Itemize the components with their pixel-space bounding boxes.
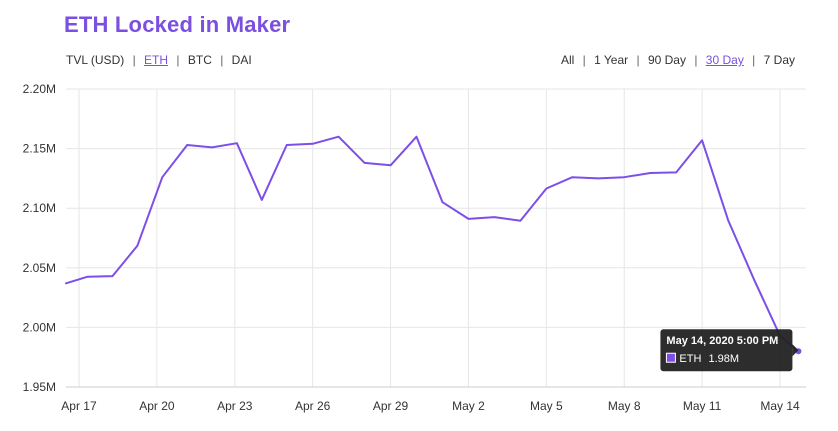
x-tick-label: May 5 (530, 399, 563, 413)
currency-option-dai[interactable]: DAI (231, 53, 252, 67)
time-range-selector: All | 1 Year | 90 Day | 30 Day | 7 Day (561, 53, 795, 67)
y-tick-label: 1.95M (23, 380, 56, 394)
chart-grid (66, 88, 806, 388)
y-tick-label: 2.10M (23, 201, 56, 215)
currency-selector: TVL (USD) | ETH | BTC | DAI (66, 53, 252, 67)
tooltip-legend-swatch (665, 352, 676, 363)
x-tick-label: Apr 29 (373, 399, 409, 413)
range-option-7-day[interactable]: 7 Day (763, 53, 795, 67)
range-option-all[interactable]: All (560, 53, 575, 67)
range-option-1-year[interactable]: 1 Year (594, 53, 629, 67)
x-tick-label: Apr 20 (139, 399, 175, 413)
divider: | (752, 53, 756, 67)
divider: | (582, 53, 586, 67)
divider: | (220, 53, 224, 67)
tooltip-background (660, 329, 793, 372)
tooltip-date: May 14, 2020 5:00 PM (666, 335, 778, 347)
x-tick-label: May 2 (452, 399, 485, 413)
y-tick-label: 2.05M (23, 261, 56, 275)
series-line-eth (65, 135, 800, 353)
tooltip-series-name: ETH (679, 353, 701, 365)
x-tick-label: Apr 26 (295, 399, 331, 413)
divider: | (176, 53, 180, 67)
tooltip-value-number: 1.98M (708, 353, 739, 365)
divider: | (636, 53, 640, 67)
hover-tooltip: May 14, 2020 5:00 PM ETH 1.98M (660, 329, 802, 372)
x-tick-label: May 14 (760, 399, 800, 413)
chart-title: ETH Locked in Maker (64, 12, 291, 37)
x-axis: Apr 17 Apr 20 Apr 23 Apr 26 Apr 29 May 2 May 5… (61, 399, 800, 413)
divider: | (694, 53, 698, 67)
y-tick-label: 2.20M (23, 82, 56, 96)
currency-option-btc[interactable]: BTC (187, 53, 212, 67)
x-tick-label: May 8 (608, 399, 641, 413)
range-option-90-day[interactable]: 90 Day (647, 53, 686, 67)
tooltip-value: ETH 1.98M (679, 353, 739, 365)
x-tick-label: May 11 (683, 399, 722, 413)
y-tick-label: 2.00M (23, 320, 56, 334)
range-option-30-day[interactable]: 30 Day (705, 53, 744, 67)
x-tick-label: Apr 17 (61, 399, 97, 413)
tooltip-arrow (792, 344, 799, 357)
x-tick-label: Apr 23 (217, 399, 253, 413)
y-axis: 1.95M 2.00M 2.05M 2.10M 2.15M 2.20M (23, 82, 56, 394)
metric-label: TVL (USD) (66, 53, 125, 67)
y-tick-label: 2.15M (23, 142, 56, 156)
currency-option-eth[interactable]: ETH (144, 53, 169, 67)
divider: | (132, 53, 136, 67)
